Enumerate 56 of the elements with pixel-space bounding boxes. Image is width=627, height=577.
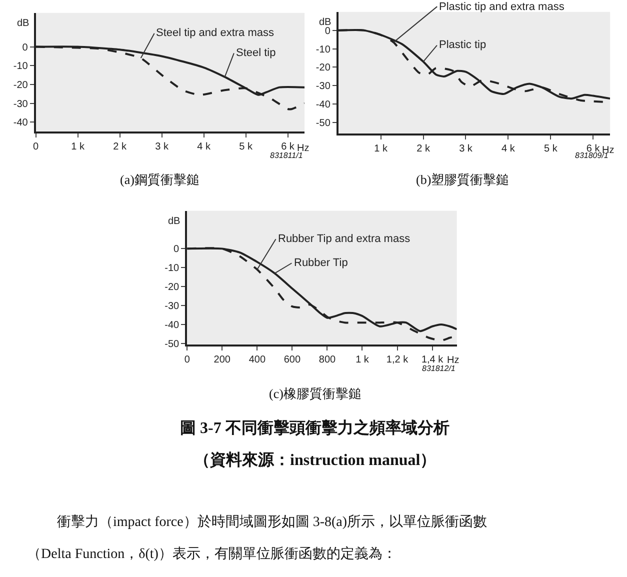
x-tick-label: 1,4 k	[421, 354, 444, 366]
text: (b)塑膠質衝擊鎚	[416, 172, 510, 187]
x-tick-label: 2 k	[416, 144, 431, 155]
y-tick-label: -20	[13, 80, 28, 91]
x-tick-label: 200	[214, 354, 231, 366]
y-tick-label: -30	[164, 301, 180, 312]
x-tick-label: 1 k	[374, 144, 389, 155]
series-label: Rubber Tip	[294, 257, 348, 269]
y-tick-label: -50	[316, 118, 331, 130]
y-axis-title: dB	[17, 18, 30, 29]
text: (a)鋼質衝擊鎚	[120, 172, 200, 187]
x-tick-label: 3 k	[155, 142, 170, 153]
x-tick-label: 0	[33, 142, 40, 153]
x-tick-label: 600	[284, 354, 301, 366]
text: 衝擊力（impact force）於時間域圖形如圖 3-8(a)所示，以單位脈衝函數	[57, 514, 488, 530]
y-tick-label: 0	[174, 244, 180, 256]
y-tick-label: -40	[164, 320, 180, 331]
x-tick-label: 5 k	[239, 142, 254, 153]
x-tick-label: 400	[248, 354, 266, 366]
text: Plastic tip and extra mass	[439, 1, 565, 13]
series-label: Steel tip	[236, 47, 276, 59]
text: （資料來源：instruction manual）	[194, 451, 436, 469]
text: Rubber Tip and extra mass	[278, 233, 411, 245]
y-tick-label: -10	[316, 44, 331, 56]
text: 831811/1	[270, 151, 303, 160]
x-axis-title: Hz	[447, 355, 460, 366]
y-tick-label: -30	[316, 81, 331, 92]
y-tick-label: -40	[13, 118, 28, 129]
text: (c)橡膠質衝擊鎚	[269, 386, 362, 401]
y-tick-label: -30	[13, 98, 28, 110]
x-tick-label: 3 k	[459, 144, 474, 155]
y-tick-label: -10	[13, 61, 28, 72]
y-tick-label: -50	[164, 338, 180, 350]
x-tick-label: 1,2 k	[386, 354, 410, 366]
x-tick-label: 6 k	[281, 142, 296, 153]
x-tick-label: 800	[318, 354, 336, 366]
text: Steel tip and extra mass	[156, 27, 275, 39]
y-axis-title: dB	[319, 17, 332, 28]
y-tick-label: 0	[22, 42, 28, 54]
x-tick-label: 5 k	[544, 144, 558, 155]
text: 831812/1	[422, 364, 456, 373]
y-tick-label: -20	[164, 282, 180, 294]
x-tick-label: 0	[184, 354, 190, 366]
x-tick-label: 4 k	[502, 144, 516, 155]
x-tick-label: 1 k	[356, 354, 370, 366]
caption: 圖 3-7 不同衝擊頭衝擊力之頻率域分析	[180, 418, 450, 437]
y-tick-label: 0	[324, 26, 331, 37]
y-tick-label: -20	[316, 62, 331, 74]
x-tick-label: 2 k	[113, 142, 128, 153]
text: （Delta Function，δ(t)）表示，有關單位脈衝函數的定義為：	[27, 546, 396, 562]
x-tick-label: 1 k	[71, 142, 86, 153]
y-tick-label: -10	[164, 263, 180, 274]
y-axis-title: dB	[168, 216, 181, 227]
y-tick-label: -40	[316, 100, 331, 111]
x-tick-label: 4 k	[197, 142, 212, 153]
series-label: Plastic tip	[439, 39, 486, 51]
